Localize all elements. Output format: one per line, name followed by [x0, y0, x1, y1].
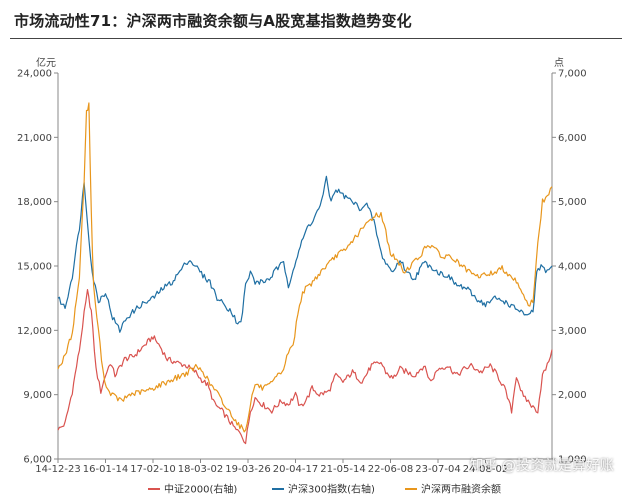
- left-tick-label: 6,000: [23, 455, 52, 466]
- x-tick-label: 19-03-26: [225, 464, 270, 475]
- right-tick-label: 1,000: [558, 455, 587, 466]
- right-tick-label: 3,000: [558, 326, 587, 337]
- series-line-zz2000: [57, 289, 553, 445]
- right-axis-unit: 点: [554, 57, 564, 69]
- x-tick-label: 18-03-02: [178, 464, 223, 475]
- title-divider: [10, 38, 622, 39]
- left-tick-label: 24,000: [17, 69, 52, 80]
- left-tick-label: 15,000: [17, 262, 52, 273]
- right-tick-label: 5,000: [558, 197, 587, 208]
- chart-title: 市场流动性71：沪深两市融资余额与A股宽基指数趋势变化: [14, 12, 412, 30]
- legend: 中证2000(右轴) 沪深300指数(右轴) 沪深两市融资余额: [148, 483, 501, 496]
- right-tick-label: 4,000: [558, 262, 587, 273]
- x-tick-label: 24-08-02: [463, 464, 508, 475]
- left-axis-unit: 亿元: [36, 56, 56, 69]
- left-tick-labels: 6,000 9,000 12,000 15,000 18,000 21,000 24,000: [17, 69, 58, 466]
- x-tick-label: 14-12-23: [35, 464, 80, 475]
- right-tick-labels: 1,000 2,000 3,000 4,000 5,000 6,000 7,000: [552, 69, 587, 466]
- left-tick-label: 12,000: [17, 326, 52, 337]
- right-tick-label: 2,000: [558, 390, 587, 401]
- series-line-hs300: [57, 175, 553, 333]
- axes-group: 亿元 点: [36, 56, 564, 460]
- series-lines: [57, 102, 553, 445]
- x-tick-label: 23-07-04: [415, 464, 460, 475]
- legend-label-margin-balance: 沪深两市融资余额: [421, 483, 501, 496]
- watermark: 知乎 @投资就是算好账: [469, 458, 614, 474]
- left-tick-label: 18,000: [17, 197, 52, 208]
- legend-label-zz2000: 中证2000(右轴): [164, 483, 237, 496]
- left-tick-label: 9,000: [23, 390, 52, 401]
- x-tick-label: 16-01-14: [83, 464, 128, 475]
- legend-label-hs300: 沪深300指数(右轴): [288, 483, 375, 496]
- right-tick-label: 7,000: [558, 69, 587, 80]
- x-tick-label: 21-05-14: [320, 464, 365, 475]
- x-tick-label: 20-04-17: [273, 464, 318, 475]
- series-line-margin-balance: [57, 102, 553, 433]
- x-tick-label: 17-02-10: [130, 464, 175, 475]
- left-tick-label: 21,000: [17, 133, 52, 144]
- x-tick-label: 22-06-08: [368, 464, 413, 475]
- x-tick-labels: 14-12-23 16-01-14 17-02-10 18-03-02 19-03-26…: [35, 459, 508, 475]
- right-tick-label: 6,000: [558, 133, 587, 144]
